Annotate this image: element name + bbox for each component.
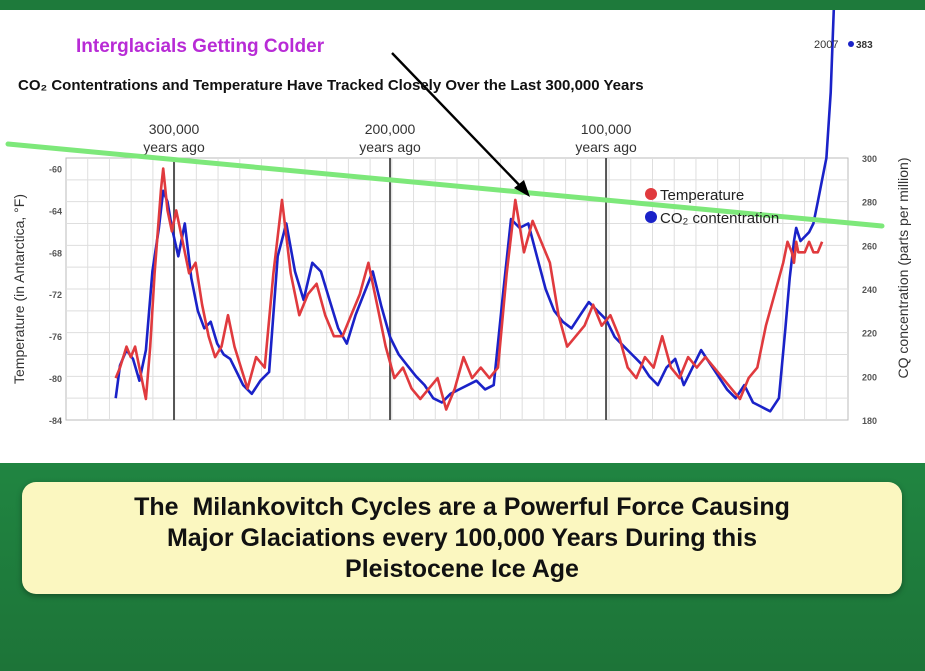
- y-right-tick-label: 260: [862, 241, 877, 251]
- x-tick-label: 200,000: [365, 121, 416, 137]
- series-layer: [114, 10, 836, 413]
- y-left-tick-label: -64: [49, 206, 62, 216]
- x-tick-label: 300,000: [149, 121, 200, 137]
- y-left-tick-label: -76: [49, 332, 62, 342]
- legend-co2-marker: [645, 211, 657, 223]
- grid: [66, 158, 848, 420]
- y-right-tick-label: 280: [862, 198, 877, 208]
- co2-peak-year-label: 2007: [814, 39, 838, 51]
- y-left-tick-label: -84: [49, 416, 62, 426]
- y-right-tick-label: 180: [862, 416, 877, 426]
- chart-title: CO₂ Contentrations and Temperature Have …: [18, 77, 644, 94]
- temperature-series-line: [114, 167, 824, 411]
- chart: 300,000 years ago 200,000 years ago 100,000 y…: [5, 10, 911, 426]
- co2-series-line: [114, 10, 836, 413]
- y-left-tick-label: -68: [49, 248, 62, 258]
- x-tick-sublabel: years ago: [359, 139, 421, 155]
- y-left-tick-label: -80: [49, 374, 62, 384]
- caption-line-1: The Milankovitch Cycles are a Powerful F…: [134, 492, 790, 521]
- y-right-tick-label: 200: [862, 372, 877, 382]
- y-axis-right-label: CQ concentration (parts per million): [895, 158, 911, 379]
- caption-line-2: Major Glaciations every 100,000 Years Du…: [166, 523, 758, 552]
- y-right-tick-label: 300: [862, 154, 877, 164]
- axes: 300,000 years ago 200,000 years ago 100,000 y…: [49, 121, 877, 426]
- x-tick-sublabel: years ago: [575, 139, 637, 155]
- legend-temperature-marker: [645, 188, 657, 200]
- y-right-tick-label: 220: [862, 329, 877, 339]
- y-right-tick-label: 240: [862, 285, 877, 295]
- x-tick-sublabel: years ago: [143, 139, 205, 155]
- y-axis-left-label: Temperature (in Antarctica, °F): [11, 194, 27, 384]
- chart-panel: 300,000 years ago 200,000 years ago 100,000 y…: [0, 10, 925, 463]
- annotation-arrow: [391, 52, 530, 197]
- co2-peak-value-label: 383: [856, 40, 873, 51]
- caption-line-3: Pleistocene Ice Age: [345, 554, 579, 583]
- legend-temperature-label: Temperature: [660, 187, 744, 204]
- co2-peak-marker: [848, 41, 854, 47]
- y-left-tick-label: -72: [49, 290, 62, 300]
- legend: Temperature CO₂ contentration: [645, 187, 779, 227]
- x-tick-label: 100,000: [581, 121, 632, 137]
- caption-box: The Milankovitch Cycles are a Powerful F…: [22, 482, 902, 594]
- legend-co2-label: CO₂ contentration: [660, 210, 779, 227]
- annotation-title: Interglacials Getting Colder: [76, 36, 325, 57]
- trend-line: [5, 141, 885, 229]
- y-left-tick-label: -60: [49, 164, 62, 174]
